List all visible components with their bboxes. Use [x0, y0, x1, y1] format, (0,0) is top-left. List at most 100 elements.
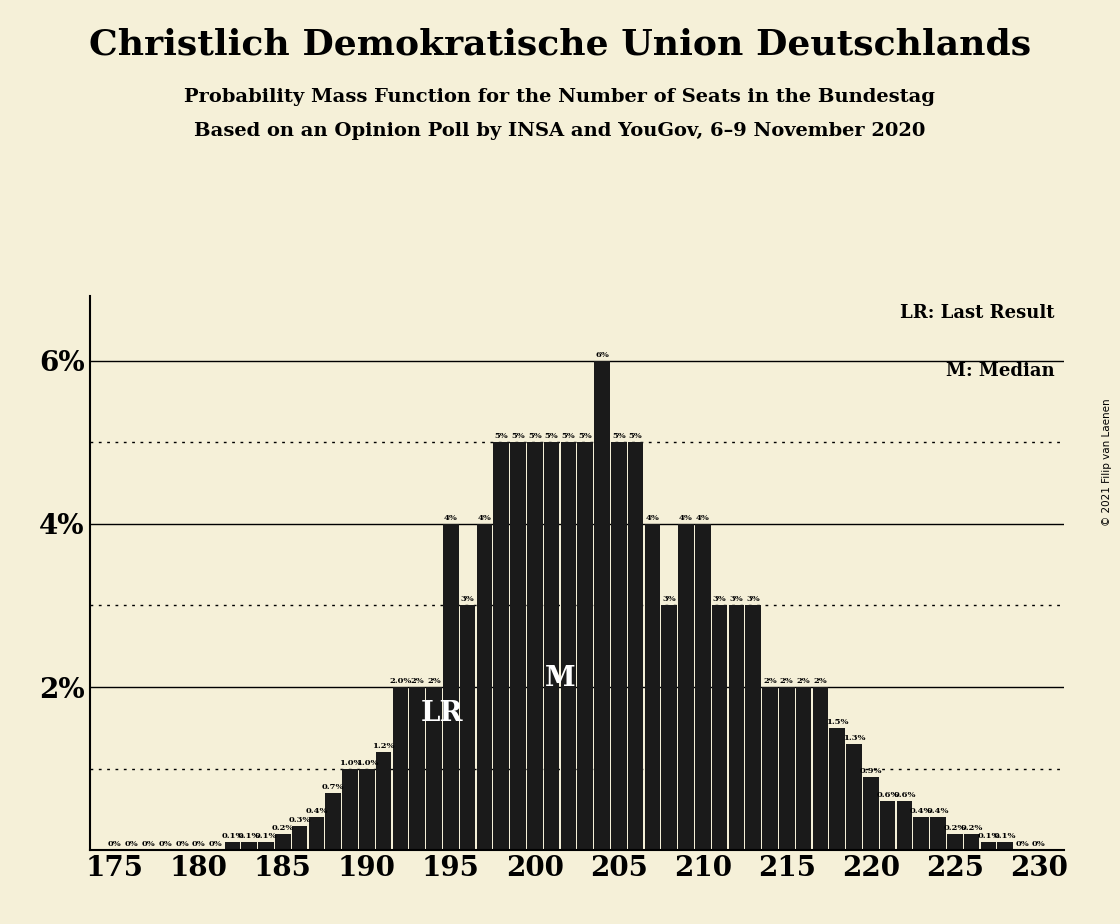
Bar	[292, 826, 307, 850]
Bar	[444, 524, 458, 850]
Bar	[612, 443, 626, 850]
Text: 0.1%: 0.1%	[221, 832, 244, 840]
Text: 4%: 4%	[477, 514, 492, 522]
Text: 0.2%: 0.2%	[272, 823, 293, 832]
Bar	[662, 605, 676, 850]
Text: 4%: 4%	[444, 514, 458, 522]
Text: 4%: 4%	[645, 514, 660, 522]
Bar	[931, 818, 945, 850]
Text: 1.3%: 1.3%	[842, 734, 866, 742]
Bar	[914, 818, 928, 850]
Text: 2%: 2%	[427, 677, 441, 685]
Bar	[544, 443, 559, 850]
Text: 5%: 5%	[511, 432, 525, 441]
Text: 4%: 4%	[679, 514, 693, 522]
Text: 0.2%: 0.2%	[944, 823, 965, 832]
Text: 3%: 3%	[712, 595, 727, 603]
Text: 5%: 5%	[494, 432, 508, 441]
Bar	[897, 801, 912, 850]
Bar	[427, 687, 441, 850]
Text: 0.1%: 0.1%	[254, 832, 278, 840]
Text: Christlich Demokratische Union Deutschlands: Christlich Demokratische Union Deutschla…	[88, 28, 1032, 62]
Bar	[712, 605, 727, 850]
Bar	[326, 793, 340, 850]
Bar	[948, 833, 962, 850]
Text: 4%: 4%	[696, 514, 710, 522]
Text: 2%: 2%	[813, 677, 828, 685]
Text: 5%: 5%	[612, 432, 626, 441]
Bar	[225, 842, 240, 850]
Text: 1.0%: 1.0%	[338, 759, 362, 767]
Text: 0.1%: 0.1%	[993, 832, 1017, 840]
Text: M: Median: M: Median	[945, 362, 1054, 380]
Text: 0%: 0%	[158, 840, 172, 848]
Text: 2%: 2%	[796, 677, 811, 685]
Text: 0.1%: 0.1%	[977, 832, 1000, 840]
Bar	[696, 524, 710, 850]
Bar	[880, 801, 895, 850]
Bar	[309, 818, 324, 850]
Text: 3%: 3%	[460, 595, 475, 603]
Text: 0%: 0%	[208, 840, 223, 848]
Text: 0.4%: 0.4%	[305, 808, 328, 816]
Text: 5%: 5%	[528, 432, 542, 441]
Text: 0.1%: 0.1%	[237, 832, 261, 840]
Bar	[578, 443, 592, 850]
Text: M: M	[544, 665, 576, 692]
Bar	[964, 833, 979, 850]
Text: 3%: 3%	[662, 595, 676, 603]
Bar	[595, 361, 609, 850]
Text: 0%: 0%	[175, 840, 189, 848]
Text: 6%: 6%	[595, 351, 609, 359]
Text: 5%: 5%	[628, 432, 643, 441]
Text: 5%: 5%	[544, 432, 559, 441]
Text: Probability Mass Function for the Number of Seats in the Bundestag: Probability Mass Function for the Number…	[185, 88, 935, 105]
Bar	[780, 687, 794, 850]
Bar	[813, 687, 828, 850]
Text: 2%: 2%	[780, 677, 794, 685]
Bar	[511, 443, 525, 850]
Text: 0%: 0%	[1015, 840, 1029, 848]
Text: 0%: 0%	[1032, 840, 1046, 848]
Bar	[494, 443, 508, 850]
Bar	[376, 752, 391, 850]
Text: 2%: 2%	[763, 677, 777, 685]
Bar	[830, 728, 844, 850]
Text: LR: Last Result: LR: Last Result	[899, 304, 1054, 322]
Bar	[561, 443, 576, 850]
Text: 1.5%: 1.5%	[825, 718, 849, 725]
Text: 3%: 3%	[746, 595, 760, 603]
Bar	[528, 443, 542, 850]
Text: © 2021 Filip van Laenen: © 2021 Filip van Laenen	[1102, 398, 1112, 526]
Text: 2.0%: 2.0%	[390, 677, 411, 685]
Text: 0%: 0%	[124, 840, 139, 848]
Text: 0.6%: 0.6%	[876, 791, 899, 799]
Text: 0%: 0%	[192, 840, 206, 848]
Bar	[410, 687, 424, 850]
Bar	[864, 777, 878, 850]
Bar	[796, 687, 811, 850]
Text: 1.2%: 1.2%	[372, 742, 395, 750]
Text: 0%: 0%	[108, 840, 122, 848]
Bar	[679, 524, 693, 850]
Bar	[360, 769, 374, 850]
Text: Based on an Opinion Poll by INSA and YouGov, 6–9 November 2020: Based on an Opinion Poll by INSA and You…	[194, 122, 926, 140]
Bar	[847, 744, 861, 850]
Bar	[242, 842, 256, 850]
Text: 5%: 5%	[561, 432, 576, 441]
Text: 0.7%: 0.7%	[321, 783, 345, 791]
Text: 1.0%: 1.0%	[355, 759, 379, 767]
Text: 3%: 3%	[729, 595, 744, 603]
Bar	[763, 687, 777, 850]
Bar	[628, 443, 643, 850]
Text: 0.2%: 0.2%	[961, 823, 982, 832]
Bar	[729, 605, 744, 850]
Text: 0%: 0%	[141, 840, 156, 848]
Bar	[393, 687, 408, 850]
Text: 0.6%: 0.6%	[893, 791, 916, 799]
Bar	[477, 524, 492, 850]
Bar	[460, 605, 475, 850]
Text: 0.4%: 0.4%	[926, 808, 950, 816]
Bar	[746, 605, 760, 850]
Bar	[343, 769, 357, 850]
